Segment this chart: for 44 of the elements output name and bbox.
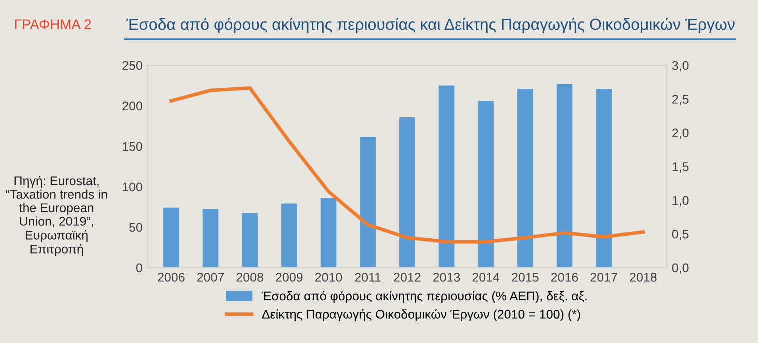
bar bbox=[438, 86, 455, 268]
x-tick-label: 2006 bbox=[158, 273, 185, 282]
bar bbox=[400, 117, 416, 268]
y-tick-label: 250 bbox=[122, 61, 142, 70]
x-tick-label: 2015 bbox=[512, 273, 539, 282]
y2-tick-label: 2,5 bbox=[672, 95, 689, 106]
x-tick-label: 2008 bbox=[236, 273, 264, 282]
x-tick-label: 2016 bbox=[551, 273, 578, 282]
x-tick-label: 2013 bbox=[433, 273, 460, 282]
y2-tick-label: 0,5 bbox=[672, 230, 689, 240]
bar bbox=[202, 209, 219, 268]
bar bbox=[556, 84, 573, 268]
chart-title: Έσοδα από φόρους ακίνητης περιουσίας και Δείκτης Παραγωγής Οικοδομικών Έργων bbox=[126, 18, 735, 34]
legend-label: Δείκτης Παραγωγής Οικοδομικών Έργων (2010 = 100) (*) bbox=[262, 309, 580, 322]
y-tick-label: 100 bbox=[123, 182, 142, 192]
text: Πηγή: Eurostat, “Taxation trends in the European Union, 2019”, Ευρωπαϊκή Επιτροπή bbox=[6, 176, 108, 256]
y2-tick-label: 2,0 bbox=[672, 128, 689, 140]
y-tick-label: 0 bbox=[136, 264, 142, 273]
y2-tick-label: 3,0 bbox=[672, 61, 689, 72]
bar bbox=[596, 89, 612, 268]
y-tick-label: 200 bbox=[122, 102, 142, 111]
bar bbox=[518, 89, 534, 268]
y-tick-label: 150 bbox=[123, 142, 142, 152]
x-tick-label: 2012 bbox=[394, 273, 421, 282]
bar bbox=[282, 204, 298, 268]
bar bbox=[320, 198, 337, 268]
legend-label: Έσοδα από φόρους ακίνητης περιουσίας (% ΑΕΠ), δεξ. αξ. bbox=[262, 291, 587, 304]
x-tick-label: 2007 bbox=[197, 273, 224, 282]
y-tick-label: 50 bbox=[130, 223, 142, 232]
bar bbox=[164, 208, 180, 268]
bar bbox=[242, 213, 258, 268]
text: ΓΡΑΦΗΜΑ 2 bbox=[15, 20, 92, 30]
y2-tick-label: 0,0 bbox=[672, 264, 689, 274]
line-series bbox=[170, 86, 646, 244]
bar bbox=[478, 101, 494, 268]
x-tick-label: 2017 bbox=[590, 273, 618, 282]
x-tick-label: 2018 bbox=[630, 273, 657, 282]
y2-tick-label: 1,0 bbox=[672, 196, 689, 207]
bar bbox=[360, 137, 376, 268]
y2-tick-label: 1,5 bbox=[672, 162, 689, 173]
x-tick-label: 2011 bbox=[355, 273, 381, 282]
x-tick-label: 2009 bbox=[276, 273, 303, 282]
x-tick-label: 2010 bbox=[315, 273, 342, 282]
x-tick-label: 2014 bbox=[472, 273, 500, 282]
